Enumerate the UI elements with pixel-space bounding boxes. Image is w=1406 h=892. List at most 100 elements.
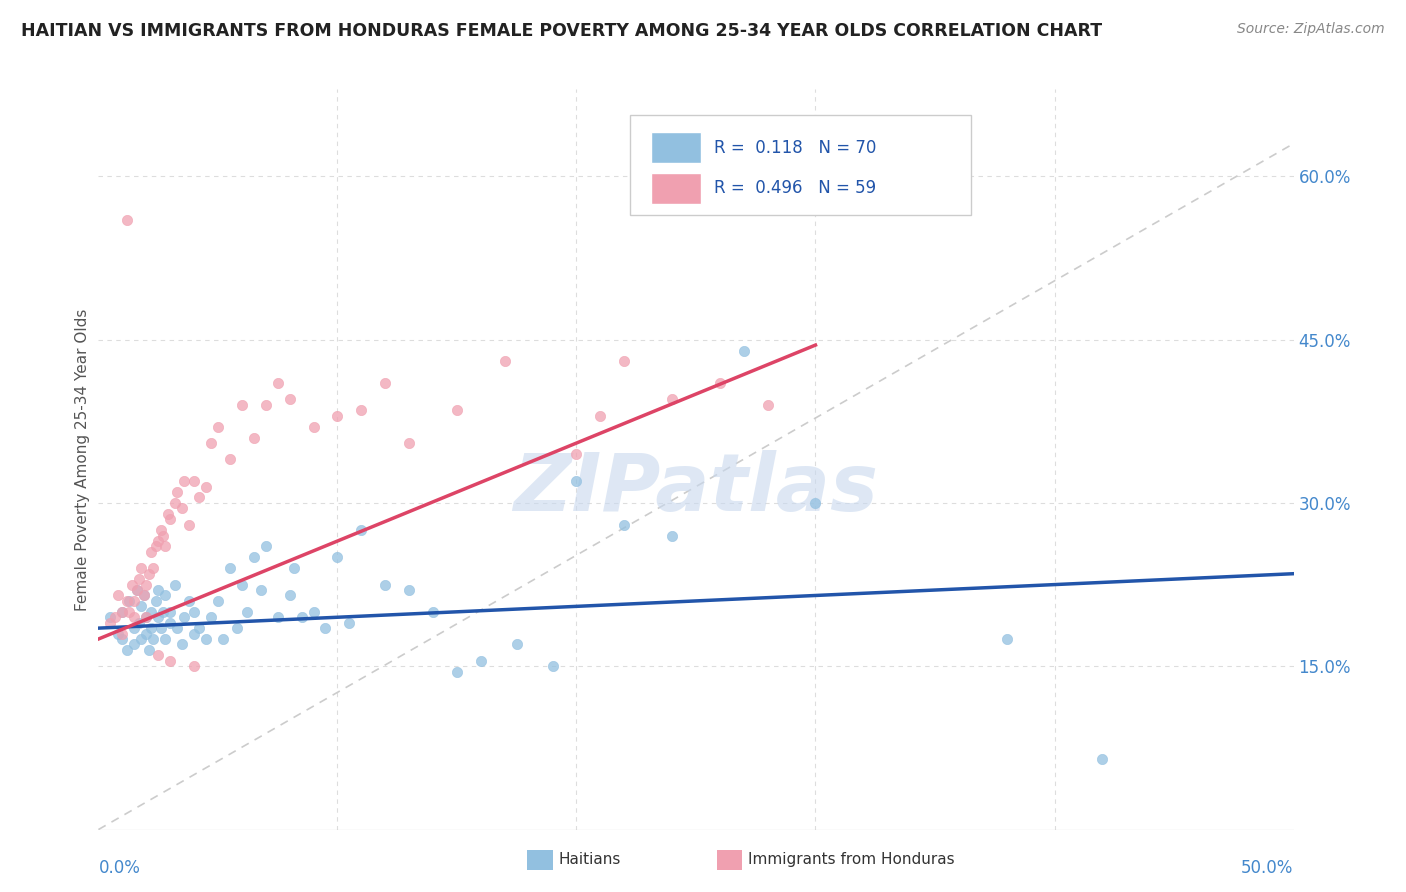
FancyBboxPatch shape xyxy=(651,132,700,163)
Text: 0.0%: 0.0% xyxy=(98,859,141,877)
Y-axis label: Female Poverty Among 25-34 Year Olds: Female Poverty Among 25-34 Year Olds xyxy=(75,309,90,610)
Point xyxy=(139,621,162,635)
Point xyxy=(187,621,209,635)
Point xyxy=(118,605,141,619)
Point xyxy=(494,354,516,368)
Point xyxy=(142,561,165,575)
Point xyxy=(172,501,194,516)
Point xyxy=(135,577,157,591)
Point xyxy=(231,577,253,591)
Point xyxy=(219,452,242,467)
Point xyxy=(138,566,160,581)
Point xyxy=(187,491,209,505)
Point xyxy=(446,403,468,417)
Text: ZIPatlas: ZIPatlas xyxy=(513,450,879,528)
Point xyxy=(145,540,167,554)
Point xyxy=(152,528,174,542)
Point xyxy=(565,447,588,461)
Point xyxy=(98,610,122,624)
Point xyxy=(200,610,222,624)
Point xyxy=(422,605,444,619)
Point xyxy=(374,376,396,391)
Point xyxy=(195,632,218,646)
Text: R =  0.118   N = 70: R = 0.118 N = 70 xyxy=(714,138,876,157)
Point xyxy=(132,589,155,603)
Point xyxy=(207,594,229,608)
Point xyxy=(226,621,249,635)
Point xyxy=(804,496,827,510)
Point xyxy=(156,507,179,521)
Point xyxy=(148,610,170,624)
Point xyxy=(121,577,143,591)
Point xyxy=(159,654,181,668)
Point xyxy=(541,659,564,673)
Point xyxy=(135,610,157,624)
Point xyxy=(135,626,157,640)
Point xyxy=(149,621,172,635)
Point xyxy=(159,605,181,619)
Point xyxy=(709,376,731,391)
Point xyxy=(326,550,349,565)
Point xyxy=(183,659,205,673)
Point xyxy=(149,523,172,537)
Point xyxy=(111,626,134,640)
Point xyxy=(155,589,177,603)
Point xyxy=(131,561,153,575)
Point xyxy=(104,610,127,624)
Point xyxy=(163,496,186,510)
Point xyxy=(135,610,157,624)
Point xyxy=(155,632,177,646)
Point xyxy=(326,409,349,423)
Point xyxy=(124,610,146,624)
Point xyxy=(173,610,195,624)
Point xyxy=(231,398,253,412)
Point xyxy=(283,561,305,575)
Point xyxy=(179,517,201,532)
Point xyxy=(613,517,636,532)
Point xyxy=(183,474,205,488)
Point xyxy=(211,632,233,646)
Point xyxy=(115,643,138,657)
Point xyxy=(195,480,218,494)
Point xyxy=(589,409,612,423)
Point xyxy=(398,436,420,450)
Point xyxy=(148,534,170,549)
Point xyxy=(250,582,273,597)
Point xyxy=(159,512,181,526)
FancyBboxPatch shape xyxy=(651,173,700,204)
Point xyxy=(470,654,492,668)
Point xyxy=(111,605,134,619)
Point xyxy=(139,545,162,559)
Point xyxy=(118,594,141,608)
Point xyxy=(398,582,420,597)
Point xyxy=(207,419,229,434)
Point xyxy=(183,605,205,619)
Point xyxy=(200,436,222,450)
Point xyxy=(163,577,186,591)
Point xyxy=(142,632,165,646)
Point xyxy=(1091,752,1114,766)
Text: HAITIAN VS IMMIGRANTS FROM HONDURAS FEMALE POVERTY AMONG 25-34 YEAR OLDS CORRELA: HAITIAN VS IMMIGRANTS FROM HONDURAS FEMA… xyxy=(21,22,1102,40)
Point xyxy=(173,474,195,488)
Point xyxy=(302,605,325,619)
Point xyxy=(128,572,150,586)
Point xyxy=(506,637,529,651)
Point xyxy=(315,621,337,635)
Point xyxy=(124,621,146,635)
Point xyxy=(115,212,138,227)
Point xyxy=(565,474,588,488)
Point xyxy=(661,528,683,542)
Point xyxy=(446,665,468,679)
Point xyxy=(254,398,277,412)
Point xyxy=(148,582,170,597)
Point xyxy=(374,577,396,591)
Point xyxy=(148,648,170,663)
Point xyxy=(235,605,257,619)
Text: Source: ZipAtlas.com: Source: ZipAtlas.com xyxy=(1237,22,1385,37)
Point xyxy=(339,615,361,630)
Point xyxy=(243,550,266,565)
Point xyxy=(661,392,683,407)
Text: 50.0%: 50.0% xyxy=(1241,859,1294,877)
Point xyxy=(115,594,138,608)
Point xyxy=(995,632,1018,646)
